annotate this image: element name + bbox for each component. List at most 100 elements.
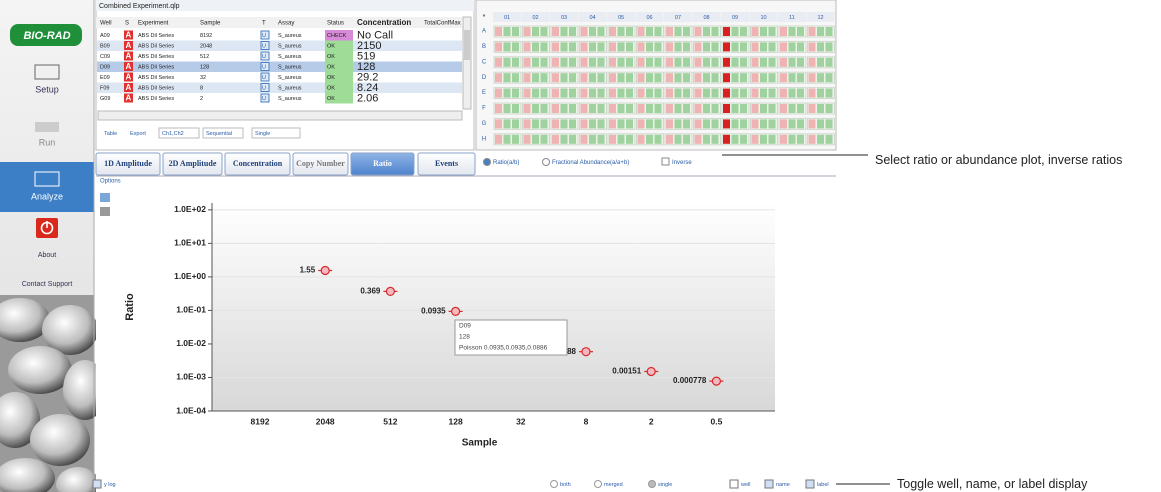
tab[interactable] <box>292 152 349 176</box>
copy-icon[interactable] <box>100 193 110 202</box>
tooltip-line: Poisson 0.0935,0.0935,0.0886 <box>459 345 548 352</box>
marker[interactable] <box>385 286 395 297</box>
well-block <box>760 42 767 52</box>
table-row[interactable] <box>97 72 462 83</box>
well-block <box>797 73 804 83</box>
nav-item: About <box>38 252 56 259</box>
checkbox[interactable] <box>764 479 774 489</box>
table-row[interactable] <box>97 93 462 104</box>
well-block <box>503 57 511 67</box>
well-block <box>788 104 796 113</box>
radio[interactable] <box>542 158 550 166</box>
checkbox[interactable] <box>729 479 739 489</box>
radio[interactable] <box>648 480 656 488</box>
marker[interactable] <box>646 366 656 377</box>
x-axis-label: Sample <box>462 438 498 449</box>
well-block <box>751 42 759 52</box>
well-block <box>768 42 776 52</box>
checkbox[interactable] <box>661 157 670 166</box>
dropdown[interactable] <box>251 127 301 139</box>
tab[interactable] <box>224 152 291 176</box>
well-block <box>597 27 605 36</box>
table-row[interactable] <box>97 30 462 41</box>
well-block <box>751 57 759 67</box>
radio[interactable] <box>483 158 491 166</box>
well-block <box>560 134 568 144</box>
table-cell: A <box>126 52 132 61</box>
table-cell: B09 <box>100 43 110 49</box>
well-block <box>703 73 710 83</box>
well-block <box>694 104 702 113</box>
plate-col-header <box>521 12 550 22</box>
print-icon[interactable] <box>100 207 110 216</box>
well-block <box>597 104 605 113</box>
target-icon <box>260 41 270 50</box>
marker[interactable] <box>711 376 722 386</box>
well-block <box>683 73 690 83</box>
tab[interactable] <box>350 152 415 176</box>
well-block <box>711 57 719 67</box>
status-bg <box>325 82 353 93</box>
well-block <box>694 119 702 129</box>
well-block <box>703 88 710 98</box>
marker[interactable] <box>451 306 461 317</box>
well-block <box>788 73 796 83</box>
marker[interactable] <box>581 347 591 357</box>
well-block <box>780 42 787 52</box>
plate-row-label: G <box>482 121 487 127</box>
well-block <box>760 27 767 36</box>
y-tick-label: 1.0E-04 <box>176 405 206 415</box>
well-block <box>540 104 548 113</box>
checkbox[interactable] <box>805 479 815 489</box>
well-block <box>646 88 653 98</box>
well-block <box>646 27 653 36</box>
well-block <box>703 104 710 113</box>
well-block <box>808 134 816 144</box>
checkbox[interactable] <box>92 479 102 489</box>
status-bg <box>325 40 353 51</box>
well-block <box>703 119 710 129</box>
table-row[interactable] <box>97 82 462 94</box>
table-row[interactable] <box>97 51 462 62</box>
plate-col-header <box>749 12 778 22</box>
radio[interactable] <box>550 480 558 488</box>
v-scroll-thumb[interactable] <box>464 30 470 60</box>
table-cell: U <box>262 33 266 39</box>
dropdown[interactable] <box>158 127 200 139</box>
h-scrollbar[interactable] <box>97 110 463 121</box>
well-block <box>609 119 616 129</box>
well-block <box>523 27 531 36</box>
plate-row-label: F <box>482 106 486 112</box>
table-row[interactable] <box>97 40 462 52</box>
tab[interactable] <box>417 152 476 176</box>
nav-item: Run <box>39 137 56 147</box>
well-block <box>617 134 625 144</box>
well-block <box>703 42 710 52</box>
table-cell: A <box>126 41 132 50</box>
tab[interactable] <box>95 152 161 176</box>
plate-col-label: 07 <box>675 15 681 21</box>
radio[interactable] <box>594 480 602 488</box>
dropdown[interactable] <box>202 127 244 139</box>
well-block <box>694 27 702 36</box>
well-block <box>512 104 519 113</box>
table-row[interactable] <box>97 61 462 73</box>
plate-col-header <box>578 12 607 22</box>
well-block <box>731 73 739 83</box>
well-block <box>523 134 531 144</box>
well-block <box>723 42 730 52</box>
v-scrollbar[interactable] <box>462 16 472 110</box>
plate-row-label: D <box>482 75 487 81</box>
table-cell: ABS Dil Series <box>138 85 174 91</box>
well-block <box>580 42 588 52</box>
well-block <box>532 42 539 52</box>
tab[interactable] <box>162 152 223 176</box>
well-block <box>797 27 804 36</box>
marker[interactable] <box>320 265 330 276</box>
well-block <box>768 88 776 98</box>
tab-label: Ratio <box>373 159 392 168</box>
table-cell: OK <box>327 64 335 70</box>
well-block <box>569 88 576 98</box>
